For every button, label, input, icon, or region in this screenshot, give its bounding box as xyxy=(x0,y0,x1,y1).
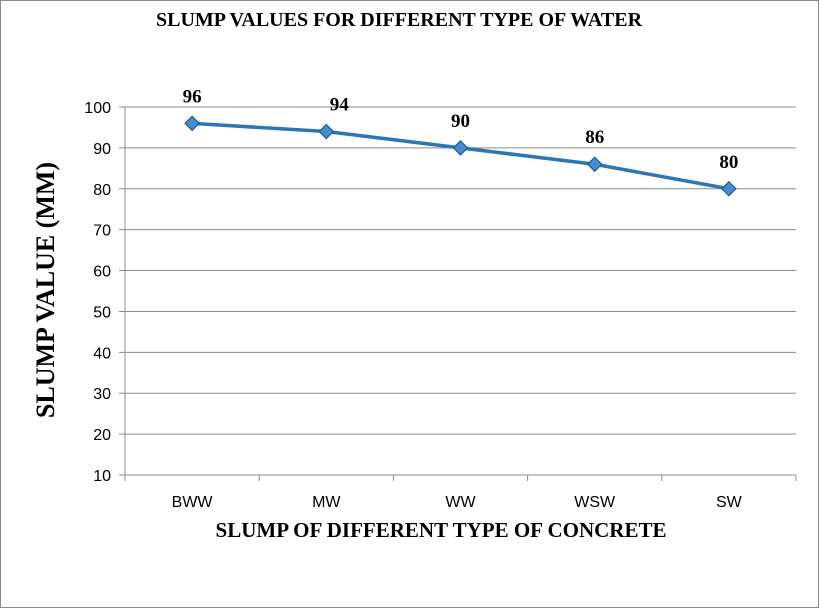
y-tick-label: 10 xyxy=(93,468,111,485)
y-tick-label: 90 xyxy=(93,141,111,158)
data-point-marker xyxy=(721,180,737,197)
data-label: 80 xyxy=(719,152,738,173)
data-label: 94 xyxy=(330,95,350,116)
x-tick-label: MW xyxy=(312,494,341,511)
chart-title: SLUMP VALUES FOR DIFFERENT TYPE OF WATER xyxy=(156,9,643,31)
y-tick-label: 20 xyxy=(93,427,111,444)
series-line-path xyxy=(191,121,730,191)
data-label: 96 xyxy=(183,86,202,107)
gridlines xyxy=(119,106,796,476)
y-tick-label: 30 xyxy=(93,386,111,403)
data-point-marker xyxy=(586,156,603,173)
y-tick-label: 50 xyxy=(93,304,111,321)
x-tick-label: WW xyxy=(445,494,476,511)
y-axis-label: SLUMP VALUE (MM) xyxy=(31,162,60,418)
x-tick-label: BWW xyxy=(172,494,214,511)
data-point-marker xyxy=(318,123,335,140)
data-labels: 96 94 90 86 80 xyxy=(183,86,739,172)
data-point-marker xyxy=(452,140,469,156)
y-tick-label: 100 xyxy=(84,100,111,117)
data-label: 90 xyxy=(451,111,470,132)
axes xyxy=(124,107,797,481)
x-tick-label: WSW xyxy=(574,494,616,511)
y-tick-labels: 10 20 30 40 50 60 70 80 90 100 xyxy=(84,100,111,485)
series-line xyxy=(191,121,730,191)
x-axis-label: SLUMP OF DIFFERENT TYPE OF CONCRETE xyxy=(216,518,667,542)
y-tick-label: 80 xyxy=(93,182,111,199)
y-tick-label: 40 xyxy=(93,345,111,362)
y-tick-label: 60 xyxy=(93,264,111,281)
data-point-marker xyxy=(184,115,200,132)
data-label: 86 xyxy=(585,127,604,148)
series-markers xyxy=(184,115,737,197)
x-tick-labels: BWW MW WW WSW SW xyxy=(172,494,743,511)
y-tick-label: 70 xyxy=(93,223,111,240)
x-tick-label: SW xyxy=(716,494,743,511)
